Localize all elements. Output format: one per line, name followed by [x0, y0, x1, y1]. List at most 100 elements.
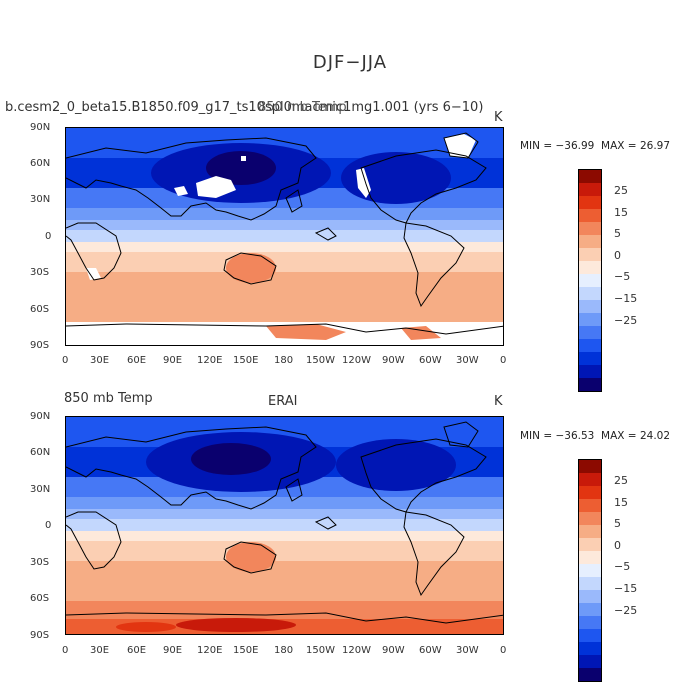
panel1-colorbar-label: 15 — [614, 206, 628, 219]
colorbar-swatch — [579, 339, 601, 352]
panel2-colorbar-label: −15 — [614, 582, 638, 595]
panel1-lat-tick: 60N — [30, 158, 51, 169]
panel1-variable-label: 850 mb Temp — [258, 100, 347, 115]
panel2-lon-tick: 180 — [274, 645, 294, 656]
colorbar-swatch — [579, 235, 601, 248]
panel2-lat-tick: 60N — [30, 447, 51, 458]
panel1-lon-tick: 90W — [382, 355, 405, 366]
panel1-lat-tick: 90S — [30, 340, 50, 351]
colorbar-swatch — [579, 512, 601, 525]
panel2-lon-tick: 0 — [500, 645, 507, 656]
panel2-lon-tick: 60W — [419, 645, 442, 656]
panel1-lon-tick: 30W — [456, 355, 479, 366]
panel1-field — [66, 128, 503, 345]
colorbar-swatch — [579, 261, 601, 274]
colorbar-swatch — [579, 642, 601, 655]
colorbar-swatch — [579, 668, 601, 681]
panel1-max-value: 26.97 — [639, 140, 671, 152]
colorbar-swatch — [579, 248, 601, 261]
panel1-colorbar-label: 5 — [614, 227, 621, 240]
colorbar-swatch — [579, 352, 601, 365]
panel2-lon-tick: 150W — [306, 645, 335, 656]
panel1-lon-tick: 120W — [342, 355, 371, 366]
panel2-colorbar-label: −25 — [614, 604, 638, 617]
colorbar-swatch — [579, 629, 601, 642]
colorbar-swatch — [579, 603, 601, 616]
colorbar-swatch — [579, 564, 601, 577]
panel2-field — [66, 417, 503, 634]
panel1-lon-tick: 60E — [127, 355, 147, 366]
panel1-lon-tick: 30E — [90, 355, 110, 366]
min-prefix: MIN = — [520, 140, 556, 152]
figure-title: DJF−JJA — [312, 52, 388, 73]
panel2-lon-tick: 0 — [62, 645, 69, 656]
colorbar-swatch — [579, 196, 601, 209]
panel1-lon-tick: 90E — [163, 355, 183, 366]
panel2-dataset-label: ERAI — [268, 394, 298, 409]
panel2-colorbar — [578, 459, 602, 682]
colorbar-swatch — [579, 300, 601, 313]
panel2-lat-tick: 90N — [30, 411, 51, 422]
panel1-lat-tick: 60S — [30, 304, 50, 315]
panel1-colorbar-label: −25 — [614, 314, 638, 327]
panel1-lat-tick: 30N — [30, 194, 51, 205]
panel2-colorbar-label: 5 — [614, 517, 621, 530]
panel1-lat-tick: 0 — [45, 231, 52, 242]
colorbar-swatch — [579, 287, 601, 300]
max-prefix: MAX = — [601, 430, 640, 442]
panel1-lon-tick: 60W — [419, 355, 442, 366]
panel2-lon-tick: 60E — [127, 645, 147, 656]
colorbar-swatch — [579, 222, 601, 235]
panel1-case-label: b.cesm2_0_beta15.B1850.f09_g17_ts10spl0m… — [5, 100, 484, 115]
panel2-colorbar-label: 0 — [614, 539, 621, 552]
panel1-lon-tick: 180 — [274, 355, 294, 366]
panel1-lon-tick: 0 — [62, 355, 69, 366]
panel2-lon-tick: 150E — [233, 645, 259, 656]
panel1-units: K — [494, 110, 503, 125]
colorbar-swatch — [579, 655, 601, 668]
panel2-lat-tick: 30S — [30, 557, 50, 568]
colorbar-swatch — [579, 577, 601, 590]
panel1-lat-tick: 90N — [30, 122, 51, 133]
colorbar-swatch — [579, 313, 601, 326]
panel2-lon-tick: 90W — [382, 645, 405, 656]
min-prefix: MIN = — [520, 430, 556, 442]
panel2-lon-tick: 30E — [90, 645, 110, 656]
colorbar-swatch — [579, 590, 601, 603]
panel1-lat-tick: 30S — [30, 267, 50, 278]
colorbar-swatch — [579, 473, 601, 486]
panel1-colorbar-label: 25 — [614, 184, 628, 197]
panel2-min-max: MIN = −36.53 MAX = 24.02 — [520, 430, 670, 442]
colorbar-swatch — [579, 170, 601, 183]
colorbar-swatch — [579, 525, 601, 538]
panel1-colorbar-label: 0 — [614, 249, 621, 262]
panel2-map — [65, 416, 504, 635]
panel2-lon-tick: 120E — [197, 645, 223, 656]
panel2-colorbar-label: 25 — [614, 474, 628, 487]
panel1-lon-tick: 150E — [233, 355, 259, 366]
panel2-lon-tick: 120W — [342, 645, 371, 656]
max-prefix: MAX = — [601, 140, 640, 152]
colorbar-swatch — [579, 365, 601, 378]
colorbar-swatch — [579, 499, 601, 512]
panel1-lon-tick: 120E — [197, 355, 223, 366]
panel2-colorbar-label: −5 — [614, 560, 631, 573]
panel2-lat-tick: 60S — [30, 593, 50, 604]
panel2-lat-tick: 30N — [30, 484, 51, 495]
panel1-min-max: MIN = −36.99 MAX = 26.97 — [520, 140, 670, 152]
colorbar-swatch — [579, 538, 601, 551]
panel1-colorbar-label: −5 — [614, 270, 631, 283]
panel1-lon-tick: 150W — [306, 355, 335, 366]
colorbar-swatch — [579, 183, 601, 196]
panel2-lat-tick: 0 — [45, 520, 52, 531]
panel2-lat-tick: 90S — [30, 630, 50, 641]
panel1-map — [65, 127, 504, 346]
colorbar-swatch — [579, 551, 601, 564]
panel2-max-value: 24.02 — [639, 430, 671, 442]
panel1-lon-tick: 0 — [500, 355, 507, 366]
panel1-colorbar-label: −15 — [614, 292, 638, 305]
colorbar-swatch — [579, 209, 601, 222]
colorbar-swatch — [579, 274, 601, 287]
colorbar-swatch — [579, 378, 601, 391]
panel2-colorbar-label: 15 — [614, 496, 628, 509]
